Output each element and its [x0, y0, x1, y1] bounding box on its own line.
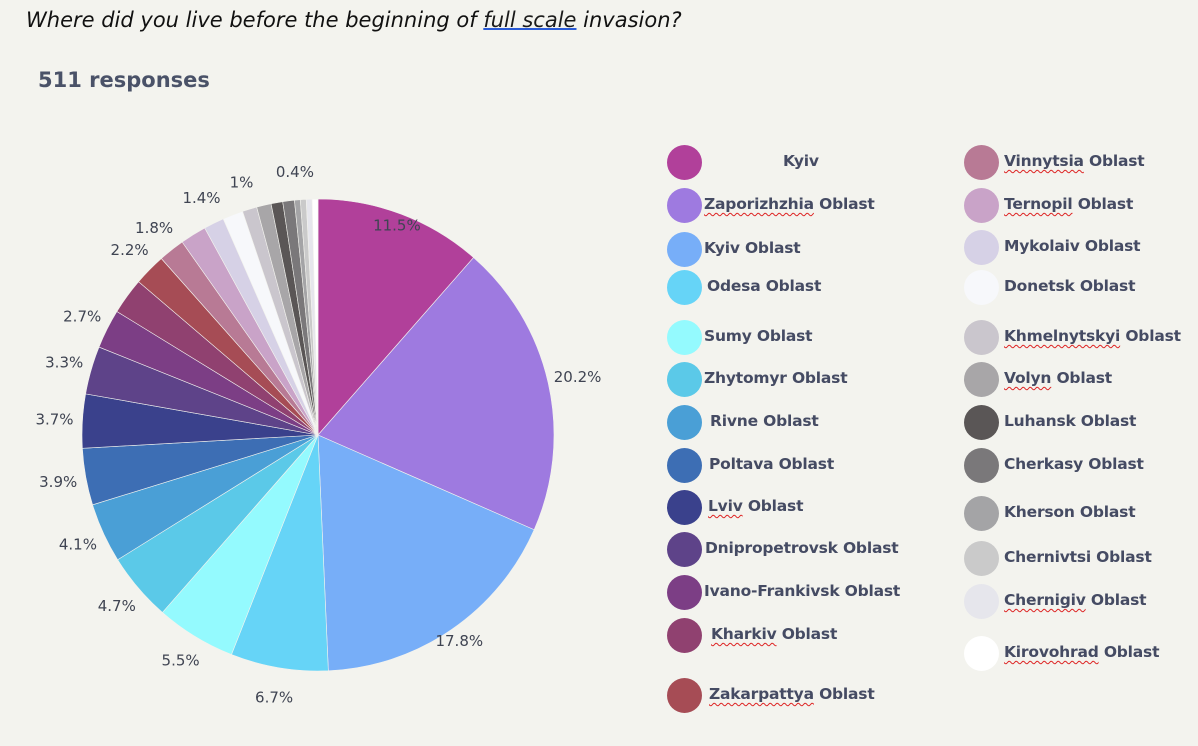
- slice-label-zhytomyr-oblast: 4.7%: [98, 597, 136, 615]
- legend-swatch: [667, 618, 702, 653]
- slice-label-odesa-oblast: 6.7%: [255, 688, 293, 706]
- legend-swatch: [667, 145, 702, 180]
- legend-label: Volyn Oblast: [1004, 369, 1112, 387]
- spellcheck-word: Khmelnytskyi: [1004, 327, 1121, 345]
- legend-swatch: [964, 230, 999, 265]
- slice-label-lviv-oblast: 3.7%: [35, 410, 73, 428]
- legend-swatch: [964, 270, 999, 305]
- legend-swatch: [964, 636, 999, 671]
- legend-swatch: [667, 678, 702, 713]
- legend-label: Vinnytsia Oblast: [1004, 152, 1145, 170]
- legend-label: Sumy Oblast: [704, 327, 813, 345]
- spellcheck-word: Vinnytsia: [1004, 152, 1084, 170]
- response-count: 511 responses: [38, 68, 210, 92]
- slice-label-sumy-oblast: 5.5%: [162, 651, 200, 669]
- legend-label: Zhytomyr Oblast: [704, 369, 848, 387]
- slice-label-kyiv: 11.5%: [373, 216, 421, 234]
- spellcheck-word: Zaporizhzhia: [704, 195, 814, 213]
- spellcheck-word: Kirovohrad: [1004, 643, 1099, 661]
- legend-swatch: [964, 584, 999, 619]
- pie-slice-kyiv[interactable]: [317, 198, 474, 436]
- legend-label: Kherson Oblast: [1004, 503, 1136, 521]
- legend-swatch: [667, 575, 702, 610]
- legend-label: Kirovohrad Oblast: [1004, 643, 1160, 661]
- legend-label: Ivano-Frankivsk Oblast: [704, 582, 901, 600]
- legend-label: Luhansk Oblast: [1004, 412, 1137, 430]
- legend-swatch: [964, 448, 999, 483]
- pie-slice-zaporizhzhia-oblast[interactable]: [317, 257, 555, 531]
- legend-swatch: [667, 188, 702, 223]
- legend-label: Chernigiv Oblast: [1004, 591, 1147, 609]
- slice-label-khmelnytskyi-oblast: 1%: [230, 173, 254, 191]
- legend-swatch: [667, 232, 702, 267]
- legend-label: Dnipropetrovsk Oblast: [705, 539, 899, 557]
- legend-label: Poltava Oblast: [709, 455, 835, 473]
- spellcheck-word: Zakarpattya: [709, 685, 814, 703]
- question-title: Where did you live before the beginning …: [26, 8, 682, 32]
- legend-label: Khmelnytskyi Oblast: [1004, 327, 1181, 345]
- legend-label: Kyiv: [783, 152, 819, 170]
- legend-swatch: [667, 448, 702, 483]
- legend-swatch: [667, 320, 702, 355]
- legend-label: Mykolaiv Oblast: [1004, 237, 1141, 255]
- legend-label: Chernivtsi Oblast: [1004, 548, 1152, 566]
- legend-swatch: [667, 270, 702, 305]
- slice-label-kyiv-oblast: 17.8%: [435, 632, 483, 650]
- legend-swatch: [964, 405, 999, 440]
- spellcheck-word: Lviv: [708, 497, 743, 515]
- legend-label: Zaporizhzhia Oblast: [704, 195, 875, 213]
- legend-label: Kyiv Oblast: [704, 239, 801, 257]
- pie-slice-kyiv-oblast[interactable]: [317, 434, 535, 672]
- legend-label: Lviv Oblast: [708, 497, 804, 515]
- legend-label: Ternopil Oblast: [1004, 195, 1134, 213]
- legend-swatch: [964, 362, 999, 397]
- legend-label: Donetsk Oblast: [1004, 277, 1136, 295]
- pie-chart: 11.5% 20.2% 17.8% 6.7% 5.5% 4.7% 4.1% 3.9% 3.7% 3…: [35, 163, 602, 706]
- spellcheck-word: Chernigiv: [1004, 591, 1086, 609]
- spellcheck-word: Volyn: [1004, 369, 1052, 387]
- legend-label: Cherkasy Oblast: [1004, 455, 1144, 473]
- legend-swatch: [667, 405, 702, 440]
- legend-swatch: [667, 362, 702, 397]
- slice-label-dnipropetrovsk-oblast: 3.3%: [45, 353, 83, 371]
- spellcheck-word: Kharkiv: [711, 625, 777, 643]
- slice-label-poltava-oblast: 3.9%: [39, 473, 77, 491]
- slice-label-zakarpattya-oblast: 2.2%: [111, 241, 149, 259]
- slice-label-ivano-frankivsk-oblast: 2.7%: [63, 307, 101, 325]
- spellcheck-word: Ternopil: [1004, 195, 1073, 213]
- legend-swatch: [667, 532, 702, 567]
- legend-label: Rivne Oblast: [710, 412, 819, 430]
- question-text-after: invasion?: [576, 8, 682, 32]
- legend-swatch: [964, 188, 999, 223]
- pie-slice-kirovohrad-oblast[interactable]: [311, 198, 319, 436]
- legend-label: Kharkiv Oblast: [711, 625, 838, 643]
- slice-label-rivne-oblast: 4.1%: [59, 536, 97, 554]
- slice-label-kherson-oblast: 0.4%: [276, 163, 314, 181]
- legend-swatch: [964, 496, 999, 531]
- legend-label: Odesa Oblast: [707, 277, 822, 295]
- legend-swatch: [964, 320, 999, 355]
- slice-label-zaporizhzhia-oblast: 20.2%: [554, 368, 602, 386]
- legend-swatch: [667, 490, 702, 525]
- legend-swatch: [964, 541, 999, 576]
- slice-label-mykolaiv-oblast: 1.4%: [182, 189, 220, 207]
- question-text-before: Where did you live before the beginning …: [26, 8, 484, 32]
- slice-label-vinnytsia-oblast: 1.8%: [135, 219, 173, 237]
- legend-swatch: [964, 145, 999, 180]
- legend-label: Zakarpattya Oblast: [709, 685, 875, 703]
- question-text-highlight: full scale: [483, 8, 577, 32]
